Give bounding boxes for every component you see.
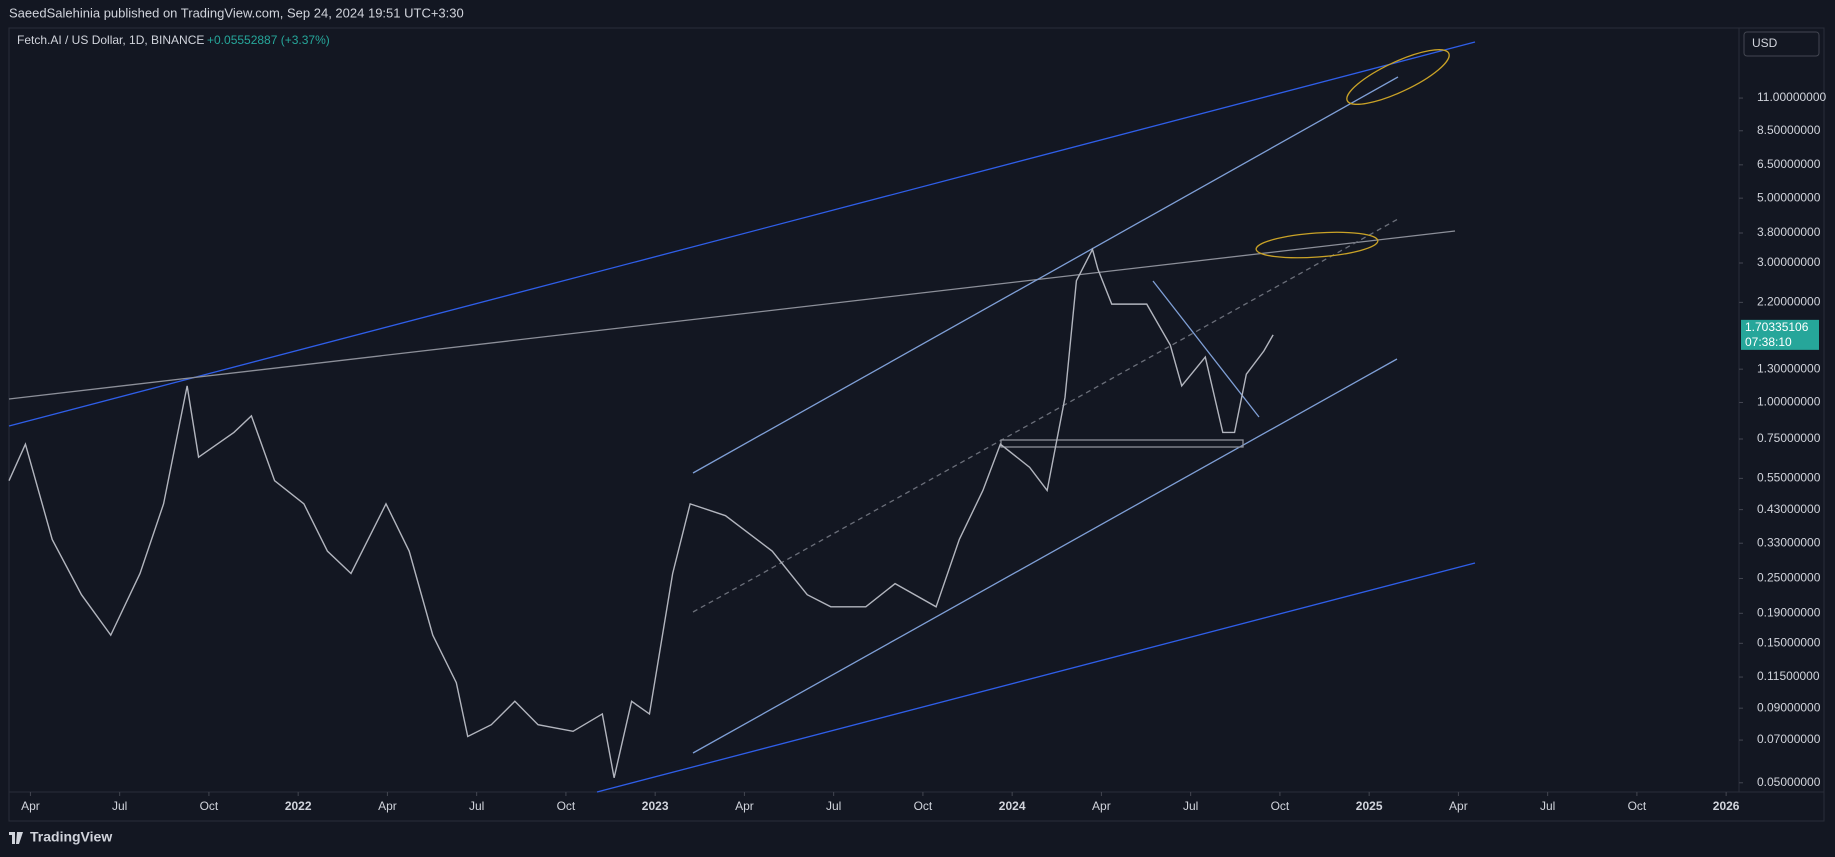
y-tick-label: 6.50000000 (1757, 157, 1821, 171)
symbol: Fetch.AI / US Dollar, 1D, BINANCE (17, 33, 204, 47)
y-tick-label: 0.15000000 (1757, 635, 1821, 649)
x-tick-label: Oct (1628, 799, 1647, 813)
x-tick-label: 2022 (285, 799, 312, 813)
y-tick-label: 3.80000000 (1757, 225, 1821, 239)
trendline (8, 230, 1456, 400)
price-line (8, 247, 1274, 778)
x-tick-label: 2026 (1713, 799, 1740, 813)
x-tick-label: Jul (112, 799, 127, 813)
y-tick-label: 0.43000000 (1757, 502, 1821, 516)
y-tick-label: 11.00000000 (1757, 90, 1827, 104)
x-tick-label: Jul (1540, 799, 1555, 813)
x-tick-label: Jul (1183, 799, 1198, 813)
last-price-tag (1741, 319, 1819, 350)
y-tick-label: 0.33000000 (1757, 535, 1821, 549)
brand-logo (9, 832, 23, 844)
y-tick-label: 0.09000000 (1757, 700, 1821, 714)
y-tick-label: 0.05000000 (1757, 775, 1821, 789)
x-tick-label: Oct (914, 799, 933, 813)
x-tick-label: Apr (1449, 799, 1468, 813)
y-tick-label: 1.00000000 (1757, 395, 1821, 409)
y-tick-label: 0.75000000 (1757, 431, 1821, 445)
x-tick-label: Apr (378, 799, 397, 813)
x-tick-label: Jul (469, 799, 484, 813)
y-tick-label: 0.07000000 (1757, 732, 1821, 746)
price-axis (1738, 27, 1825, 793)
x-tick-label: 2025 (1356, 799, 1383, 813)
y-tick-label: 2.20000000 (1757, 295, 1821, 309)
x-tick-label: Apr (735, 799, 754, 813)
x-tick-label: 2024 (999, 799, 1026, 813)
currency[interactable]: USD (1752, 36, 1778, 50)
drawings (8, 41, 1476, 793)
y-tick-label: 0.25000000 (1757, 571, 1821, 585)
y-tick-label: 8.50000000 (1757, 123, 1821, 137)
y-tick-label: 3.00000000 (1757, 255, 1821, 269)
y-tick-label: 5.00000000 (1757, 190, 1821, 204)
trendline (8, 41, 1476, 427)
x-tick-label: Apr (21, 799, 40, 813)
time-axis (8, 791, 1825, 822)
highlight-ellipse (1346, 49, 1450, 105)
plot-area (8, 27, 1740, 793)
x-tick-label: Jul (826, 799, 841, 813)
countdown: 07:38:10 (1745, 335, 1792, 349)
brand: TradingView (30, 829, 112, 845)
publisher: SaeedSalehinia published on TradingView.… (9, 5, 464, 20)
y-tick-label: 0.19000000 (1757, 605, 1821, 619)
y-tick-label: 0.55000000 (1757, 471, 1821, 485)
x-tick-label: Oct (1271, 799, 1290, 813)
y-tick-label: 0.11500000 (1757, 669, 1820, 683)
x-tick-label: Oct (557, 799, 576, 813)
trendline (596, 562, 1476, 793)
last-price: 1.70335106 (1745, 320, 1809, 334)
channel-upper (692, 76, 1399, 474)
change: +0.05552887 (+3.37%) (207, 33, 330, 47)
highlight-ellipse (1255, 231, 1379, 259)
currency-button[interactable] (1743, 31, 1820, 57)
downtrend (1152, 280, 1260, 418)
x-tick-label: 2023 (642, 799, 669, 813)
channel-lower (692, 358, 1398, 754)
x-tick-label: Oct (200, 799, 219, 813)
x-tick-label: Apr (1092, 799, 1111, 813)
y-tick-label: 1.30000000 (1757, 361, 1821, 375)
range-box (1000, 439, 1244, 448)
